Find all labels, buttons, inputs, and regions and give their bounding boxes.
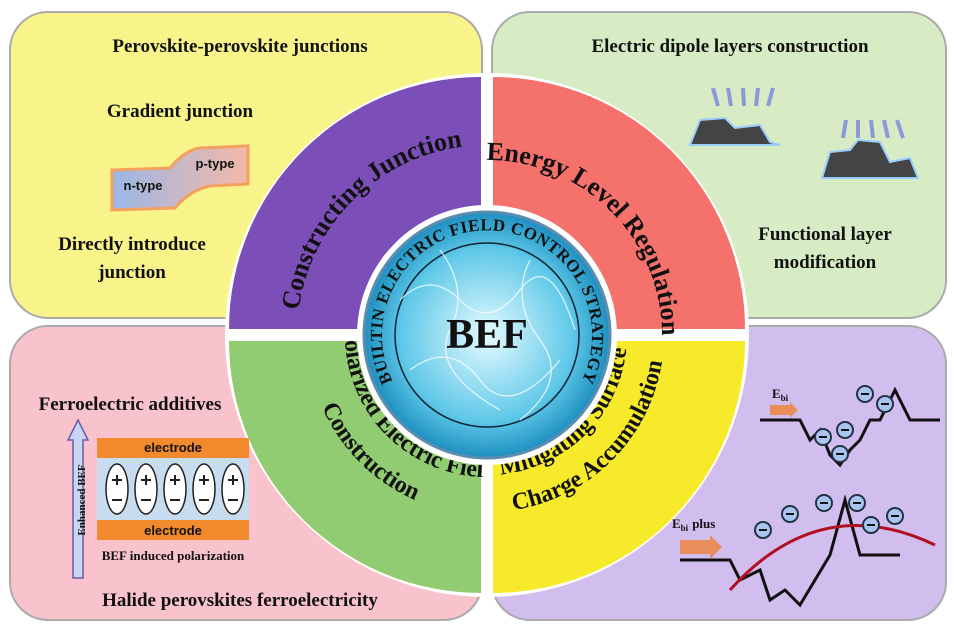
footer: modification <box>774 252 877 273</box>
electrode-label: electrode <box>144 523 202 538</box>
n-label: n-type <box>124 178 163 193</box>
arrow-label: Enhanced BEF <box>76 464 88 535</box>
heading: Ferroelectric additives <box>39 394 222 415</box>
electrode-label: electrode <box>144 440 202 455</box>
center-title: BEF <box>446 312 528 358</box>
field-label: plus <box>692 516 715 531</box>
p-label: p-type <box>196 156 235 171</box>
footer: Functional layer <box>758 224 892 245</box>
field-label: E <box>772 386 781 401</box>
subheading: Gradient junction <box>107 101 254 122</box>
footer: Directly introduce <box>58 234 206 255</box>
heading: Perovskite-perovskite junctions <box>112 36 367 57</box>
field-label: bi <box>681 523 689 533</box>
field-label: bi <box>781 393 789 403</box>
footer: junction <box>97 262 166 283</box>
diagram: Constructing Junction Energy Level Regul… <box>0 0 954 629</box>
caption: BEF induced polarization <box>102 548 245 563</box>
field-label: E <box>672 516 681 531</box>
heading: Electric dipole layers construction <box>591 36 868 57</box>
footer: Halide perovskites ferroelectricity <box>102 590 378 611</box>
